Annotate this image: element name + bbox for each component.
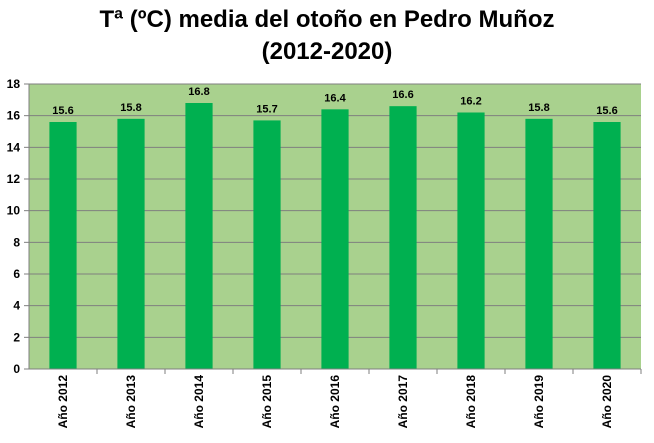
x-tick-label: Año 2019 [532,375,546,429]
data-label: 16.8 [188,86,209,98]
bar [525,118,553,369]
bar [457,112,485,369]
data-label: 15.7 [256,103,277,115]
y-tick-label: 4 [13,299,20,313]
data-label: 16.6 [392,89,413,101]
x-tick-label: Año 2012 [56,375,70,429]
y-tick-label: 14 [7,140,21,154]
y-tick-label: 12 [7,172,21,186]
bar [253,120,281,370]
bar [117,118,145,369]
data-label: 15.8 [120,102,141,114]
y-tick-label: 10 [7,204,21,218]
x-tick-label: Año 2020 [600,375,614,429]
chart-title: Tª (ºC) media del otoño en Pedro Muñoz [99,6,555,33]
x-tick-label: Año 2013 [124,375,138,429]
y-tick-label: 16 [7,109,21,123]
x-tick-label: Año 2016 [328,375,342,429]
bar [185,103,213,369]
chart-subtitle: (2012-2020) [261,38,393,65]
bar [593,122,621,369]
x-tick-label: Año 2014 [192,375,206,429]
y-tick-label: 6 [13,267,20,281]
y-tick-label: 8 [13,235,20,249]
x-tick-label: Año 2017 [396,375,410,429]
data-label: 15.8 [528,102,549,114]
bar [389,106,417,370]
data-label: 15.6 [52,105,73,117]
y-tick-label: 18 [7,77,21,91]
data-label: 16.2 [460,96,481,108]
y-tick-label: 2 [13,330,20,344]
bar [49,122,77,369]
bar [321,109,349,369]
x-tick-label: Año 2015 [260,375,274,429]
x-tick-label: Año 2018 [464,375,478,429]
data-label: 15.6 [596,105,617,117]
data-label: 16.4 [324,92,346,104]
y-tick-label: 0 [13,362,20,376]
